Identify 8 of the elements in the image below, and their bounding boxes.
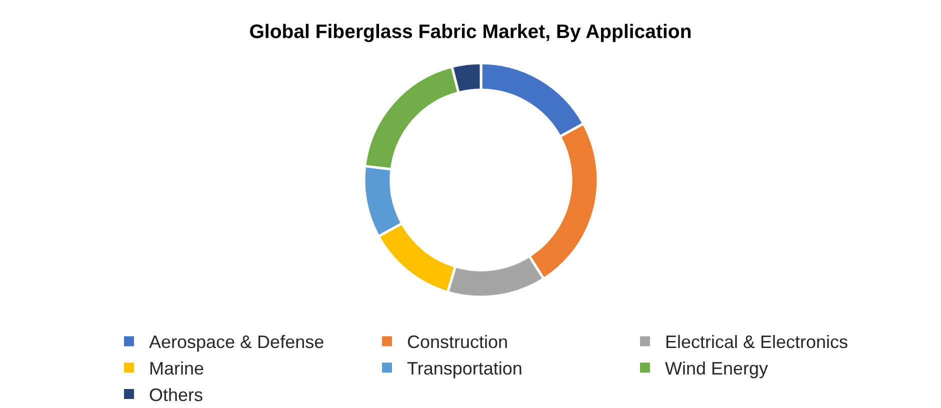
- chart-title: Global Fiberglass Fabric Market, By Application: [249, 20, 692, 43]
- legend-label: Construction: [407, 332, 508, 352]
- legend-label: Wind Energy: [665, 358, 768, 379]
- legend-label: Aerospace & Defense: [149, 332, 324, 352]
- legend-label: Transportation: [407, 358, 522, 379]
- legend-label: Electrical & Electronics: [665, 332, 848, 352]
- legend-label: Marine: [149, 358, 204, 379]
- legend-label: Others: [149, 385, 204, 406]
